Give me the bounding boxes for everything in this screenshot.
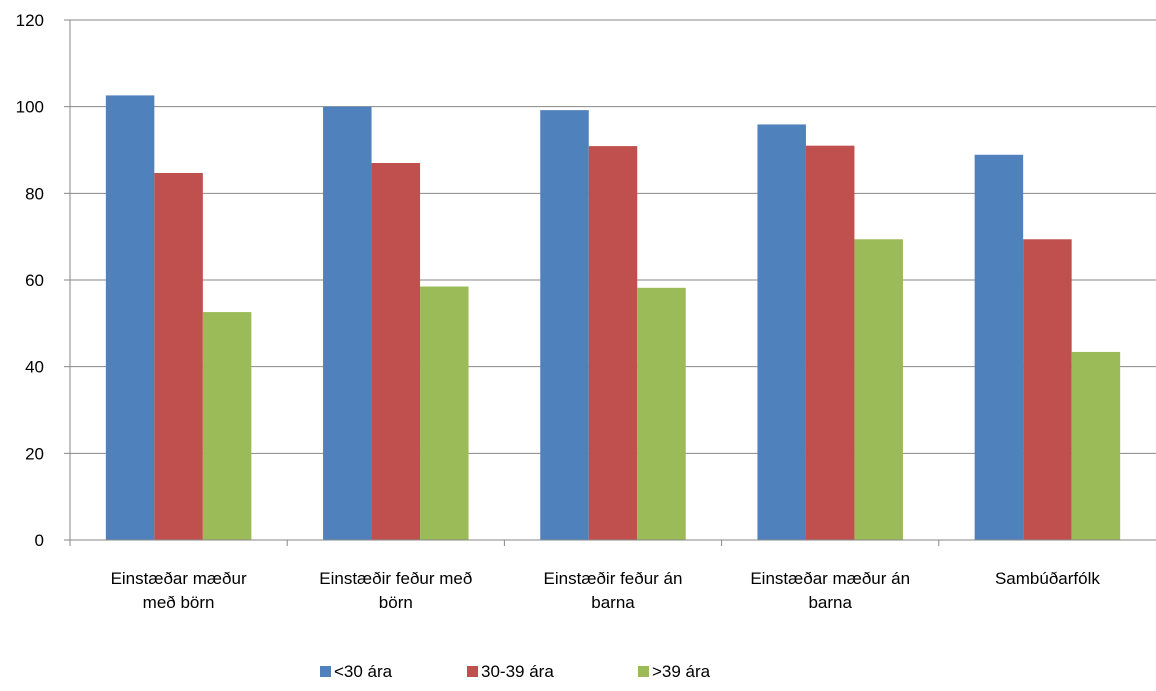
bar — [1071, 351, 1121, 540]
y-axis-ticks: 0 20 40 60 80 100 120 — [16, 11, 70, 550]
bar — [371, 163, 421, 540]
legend-item: <30 ára — [320, 662, 393, 681]
x-tick-label: Einstæðir feður með börn — [319, 569, 472, 612]
y-tick-label: 40 — [25, 358, 44, 377]
legend: <30 ára 30-39 ára >39 ára — [320, 662, 711, 681]
bar — [105, 95, 155, 541]
axes — [69, 20, 1156, 541]
bar — [974, 154, 1024, 540]
y-tick-label: 0 — [35, 531, 44, 550]
x-tick-label: Einstæðar mæður með börn — [111, 569, 247, 612]
x-tick-label: Einstæðir feður án barna — [544, 569, 683, 612]
bar — [805, 145, 855, 540]
legend-label: <30 ára — [334, 662, 393, 681]
bar — [588, 146, 638, 540]
bar — [323, 106, 372, 541]
x-tick-label: Einstæðar mæður án barna — [750, 569, 910, 612]
legend-swatch — [467, 666, 478, 677]
legend-label: 30-39 ára — [481, 662, 554, 681]
bar — [154, 172, 203, 540]
bar — [854, 239, 903, 540]
x-tick-label: Sambúðarfólk — [995, 569, 1100, 588]
y-tick-label: 20 — [25, 444, 44, 463]
legend-swatch — [638, 666, 649, 677]
legend-label: >39 ára — [652, 662, 711, 681]
bar — [637, 287, 686, 540]
legend-item: 30-39 ára — [467, 662, 554, 681]
x-axis-ticks: Einstæðar mæður með börn Einstæðir feður m… — [69, 540, 1100, 612]
y-tick-label: 100 — [16, 98, 44, 117]
y-tick-label: 120 — [16, 11, 44, 30]
bar — [1023, 239, 1072, 540]
bars — [105, 95, 1121, 541]
legend-swatch — [320, 666, 331, 677]
legend-item: >39 ára — [638, 662, 711, 681]
bar — [540, 110, 589, 540]
bar — [757, 124, 806, 540]
bar — [202, 312, 252, 540]
bar — [420, 286, 469, 540]
y-tick-label: 80 — [25, 184, 44, 203]
y-tick-label: 60 — [25, 271, 44, 290]
